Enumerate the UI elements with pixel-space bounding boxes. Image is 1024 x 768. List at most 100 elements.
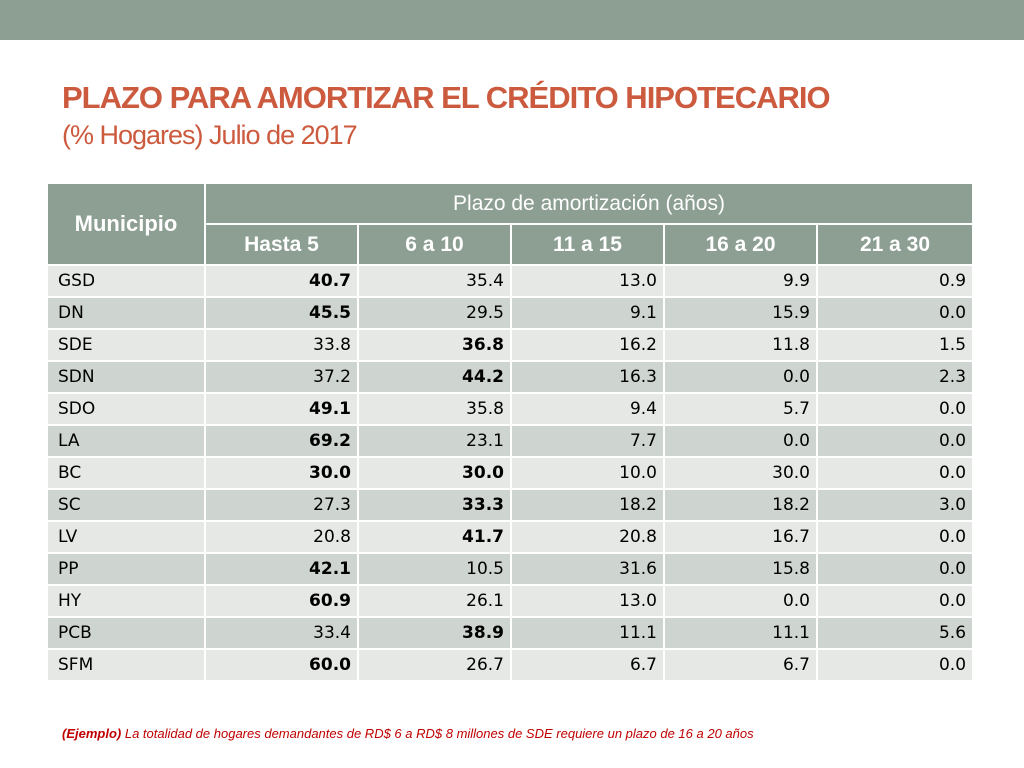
value-cell: 23.1 — [359, 426, 512, 458]
value-cell: 15.9 — [665, 298, 818, 330]
value-cell: 18.2 — [512, 490, 665, 522]
value-cell: 11.1 — [512, 618, 665, 650]
column-header: 6 a 10 — [359, 225, 512, 266]
value-cell: 0.0 — [818, 522, 973, 554]
municipio-cell: SDN — [48, 362, 206, 394]
table-row: LV 20.8 41.7 20.8 16.7 0.0 — [48, 522, 973, 554]
table-row: LA 69.2 23.1 7.7 0.0 0.0 — [48, 426, 973, 458]
value-cell: 13.0 — [512, 266, 665, 298]
municipio-header: Municipio — [48, 184, 206, 266]
table-row: GSD 40.7 35.4 13.0 9.9 0.9 — [48, 266, 973, 298]
plazo-group-header: Plazo de amortización (años) — [206, 184, 973, 225]
note-lead: (Ejemplo) — [62, 726, 122, 741]
value-cell: 5.6 — [818, 618, 973, 650]
example-note: (Ejemplo) La totalidad de hogares demand… — [62, 726, 982, 741]
value-cell: 20.8 — [512, 522, 665, 554]
value-cell: 33.4 — [206, 618, 359, 650]
value-cell: 35.8 — [359, 394, 512, 426]
value-cell: 30.0 — [665, 458, 818, 490]
value-cell: 7.7 — [512, 426, 665, 458]
value-cell: 10.5 — [359, 554, 512, 586]
value-cell: 60.9 — [206, 586, 359, 618]
note-text: La totalidad de hogares demandantes de R… — [121, 726, 754, 741]
table-row: SC 27.3 33.3 18.2 18.2 3.0 — [48, 490, 973, 522]
title-line-sub: (% Hogares) Julio de 2017 — [62, 120, 358, 150]
value-cell: 13.0 — [512, 586, 665, 618]
table-row: HY 60.9 26.1 13.0 0.0 0.0 — [48, 586, 973, 618]
municipio-cell: PCB — [48, 618, 206, 650]
value-cell: 10.0 — [512, 458, 665, 490]
slide-title: PLAZO PARA AMORTIZAR EL CRÉDITO HIPOTECA… — [62, 78, 1002, 152]
value-cell: 44.2 — [359, 362, 512, 394]
value-cell: 0.0 — [818, 298, 973, 330]
value-cell: 26.1 — [359, 586, 512, 618]
value-cell: 0.0 — [665, 426, 818, 458]
value-cell: 33.3 — [359, 490, 512, 522]
value-cell: 0.0 — [665, 586, 818, 618]
value-cell: 29.5 — [359, 298, 512, 330]
municipio-cell: DN — [48, 298, 206, 330]
value-cell: 11.8 — [665, 330, 818, 362]
value-cell: 49.1 — [206, 394, 359, 426]
value-cell: 9.9 — [665, 266, 818, 298]
value-cell: 31.6 — [512, 554, 665, 586]
value-cell: 11.1 — [665, 618, 818, 650]
municipio-cell: SDE — [48, 330, 206, 362]
value-cell: 3.0 — [818, 490, 973, 522]
column-header: 21 a 30 — [818, 225, 973, 266]
municipio-cell: PP — [48, 554, 206, 586]
column-header: 11 a 15 — [512, 225, 665, 266]
value-cell: 6.7 — [512, 650, 665, 682]
value-cell: 0.0 — [818, 458, 973, 490]
value-cell: 0.0 — [818, 426, 973, 458]
value-cell: 45.5 — [206, 298, 359, 330]
municipio-cell: SC — [48, 490, 206, 522]
value-cell: 0.0 — [818, 586, 973, 618]
municipio-cell: LV — [48, 522, 206, 554]
value-cell: 2.3 — [818, 362, 973, 394]
table-row: SDE 33.8 36.8 16.2 11.8 1.5 — [48, 330, 973, 362]
value-cell: 0.0 — [818, 650, 973, 682]
value-cell: 0.0 — [665, 362, 818, 394]
value-cell: 20.8 — [206, 522, 359, 554]
value-cell: 9.4 — [512, 394, 665, 426]
value-cell: 16.3 — [512, 362, 665, 394]
value-cell: 1.5 — [818, 330, 973, 362]
top-banner — [0, 0, 1024, 40]
municipio-cell: SFM — [48, 650, 206, 682]
value-cell: 60.0 — [206, 650, 359, 682]
value-cell: 16.2 — [512, 330, 665, 362]
table-row: SFM 60.0 26.7 6.7 6.7 0.0 — [48, 650, 973, 682]
value-cell: 30.0 — [359, 458, 512, 490]
value-cell: 36.8 — [359, 330, 512, 362]
value-cell: 0.0 — [818, 394, 973, 426]
municipio-cell: SDO — [48, 394, 206, 426]
value-cell: 42.1 — [206, 554, 359, 586]
value-cell: 40.7 — [206, 266, 359, 298]
value-cell: 18.2 — [665, 490, 818, 522]
value-cell: 30.0 — [206, 458, 359, 490]
value-cell: 33.8 — [206, 330, 359, 362]
table-row: PCB 33.4 38.9 11.1 11.1 5.6 — [48, 618, 973, 650]
value-cell: 69.2 — [206, 426, 359, 458]
value-cell: 27.3 — [206, 490, 359, 522]
table-row: BC 30.0 30.0 10.0 30.0 0.0 — [48, 458, 973, 490]
value-cell: 26.7 — [359, 650, 512, 682]
municipio-cell: HY — [48, 586, 206, 618]
municipio-cell: BC — [48, 458, 206, 490]
value-cell: 0.0 — [818, 554, 973, 586]
value-cell: 38.9 — [359, 618, 512, 650]
value-cell: 0.9 — [818, 266, 973, 298]
value-cell: 15.8 — [665, 554, 818, 586]
value-cell: 5.7 — [665, 394, 818, 426]
municipio-cell: GSD — [48, 266, 206, 298]
municipio-cell: LA — [48, 426, 206, 458]
table-body: GSD 40.7 35.4 13.0 9.9 0.9 DN 45.5 29.5 9.1 15.9 0.… — [48, 266, 973, 682]
value-cell: 37.2 — [206, 362, 359, 394]
table-row: PP 42.1 10.5 31.6 15.8 0.0 — [48, 554, 973, 586]
table-row: DN 45.5 29.5 9.1 15.9 0.0 — [48, 298, 973, 330]
table-row: SDN 37.2 44.2 16.3 0.0 2.3 — [48, 362, 973, 394]
column-header: 16 a 20 — [665, 225, 818, 266]
table-row: SDO 49.1 35.8 9.4 5.7 0.0 — [48, 394, 973, 426]
value-cell: 35.4 — [359, 266, 512, 298]
